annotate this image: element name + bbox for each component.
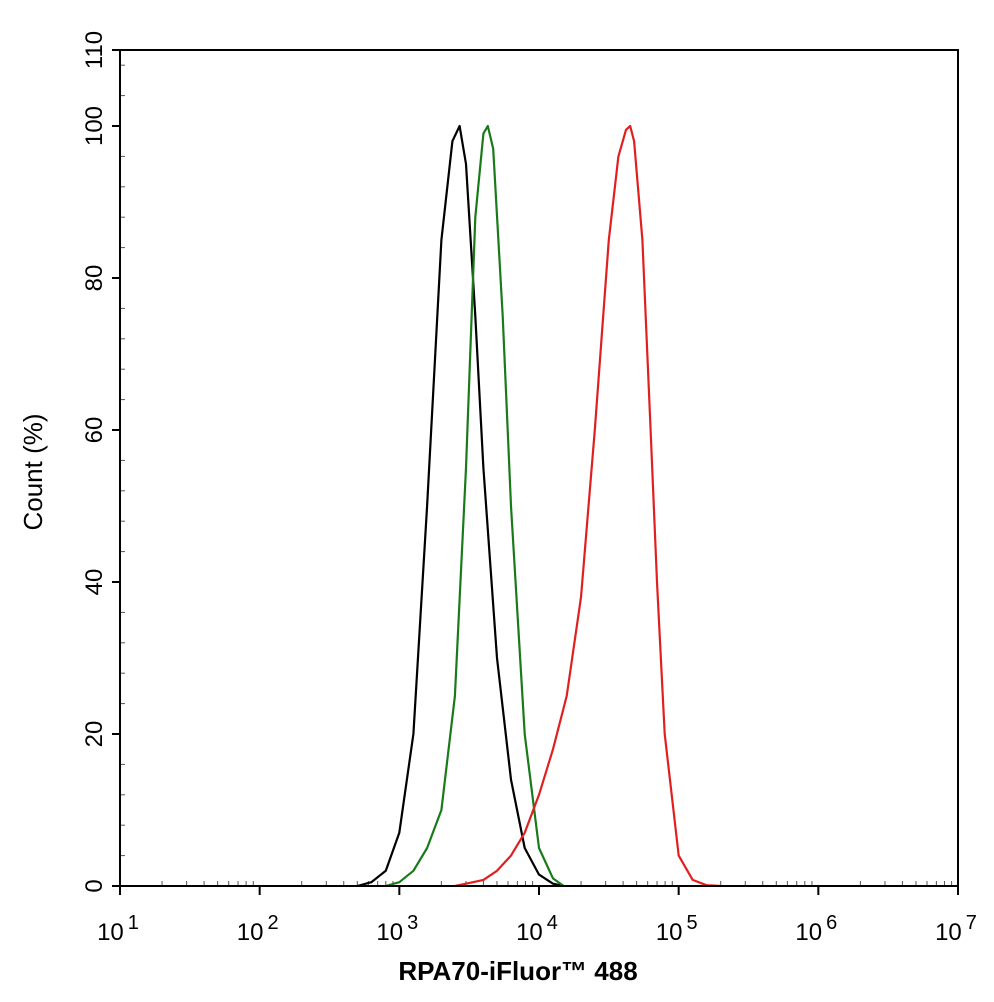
major-ticks	[112, 49, 959, 895]
y-axis-title: Count (%)	[18, 413, 48, 530]
y-tick-label: 20	[81, 721, 108, 748]
x-tick-label: 10 6	[795, 912, 837, 946]
y-tick-label: 60	[81, 417, 108, 444]
x-tick-label: 10 4	[516, 912, 558, 946]
y-tick-label: 0	[81, 879, 108, 892]
x-tick-label: 10 2	[237, 912, 279, 946]
series-line-1	[357, 124, 564, 888]
y-tick-label: 100	[81, 106, 108, 146]
y-tick-label: 80	[81, 265, 108, 292]
x-tick-label: 10 3	[376, 912, 418, 946]
plot-frame	[119, 49, 959, 887]
series-layer	[357, 124, 721, 888]
y-tick-labels: 0 20 40 60 80 100 110	[81, 31, 108, 893]
x-tick-label: 10 5	[656, 912, 698, 946]
y-tick-label: 110	[81, 31, 108, 69]
y-tick-label: 40	[81, 569, 108, 596]
series-line-2	[385, 124, 565, 888]
x-tick-label: 10 7	[935, 912, 977, 946]
series-line-3	[454, 124, 721, 888]
x-tick-labels: 10 1 10 2 10 3 10 4 10 5 10 6 10 7	[97, 912, 977, 946]
x-axis-title: RPA70-iFluor™ 488	[398, 956, 637, 986]
x-tick-label: 10 1	[97, 912, 139, 946]
minor-ticks	[120, 64, 953, 886]
